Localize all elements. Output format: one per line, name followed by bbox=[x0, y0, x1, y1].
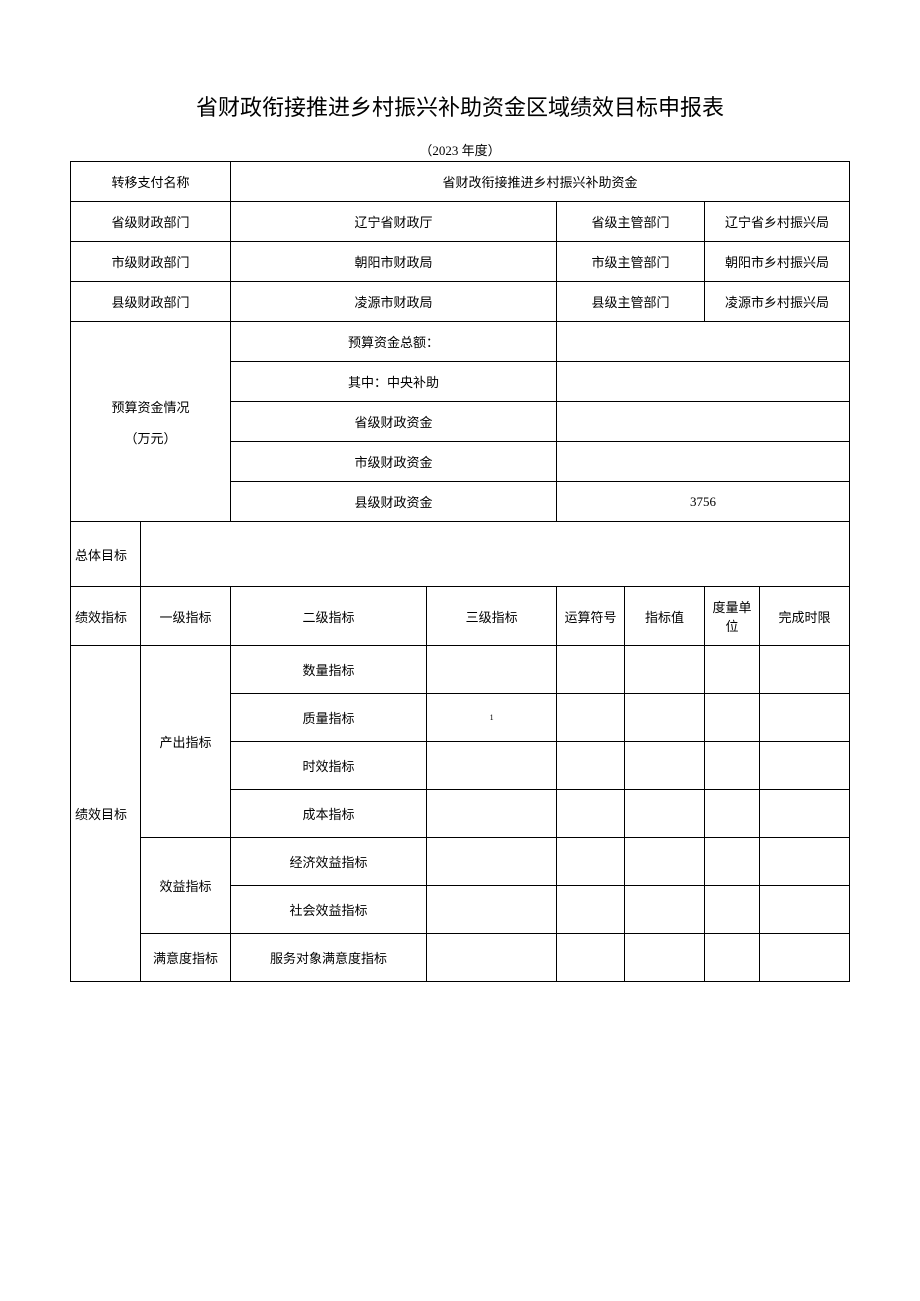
social-dl bbox=[760, 886, 850, 934]
output-group-label: 产出指标 bbox=[141, 646, 231, 838]
city-finance-label: 市级财政部门 bbox=[71, 242, 231, 282]
table-row: 绩效目标 产出指标 数量指标 bbox=[71, 646, 850, 694]
city-finance-value: 朝阳市财政局 bbox=[231, 242, 557, 282]
social-tv bbox=[625, 886, 705, 934]
indicator-header-row: 绩效指标 一级指标 二级指标 三级指标 运算符号 指标值 度量单位 完成时限 bbox=[71, 587, 850, 646]
timeliness-unit bbox=[705, 742, 760, 790]
timeliness-op bbox=[557, 742, 625, 790]
col-target: 指标值 bbox=[625, 587, 705, 646]
county-dept-value: 凌源市乡村振兴局 bbox=[705, 282, 850, 322]
quality-tv bbox=[625, 694, 705, 742]
social-l3 bbox=[427, 886, 557, 934]
quality-l3: 1 bbox=[427, 694, 557, 742]
county-dept-label: 县级主管部门 bbox=[557, 282, 705, 322]
dept-row-province: 省级财政部门 辽宁省财政厅 省级主管部门 辽宁省乡村振兴局 bbox=[71, 202, 850, 242]
overall-goal-row: 总体目标 bbox=[71, 522, 850, 587]
timeliness-label: 时效指标 bbox=[231, 742, 427, 790]
cost-dl bbox=[760, 790, 850, 838]
prov-finance-value: 辽宁省财政厅 bbox=[231, 202, 557, 242]
budget-county-value: 3756 bbox=[557, 482, 850, 522]
overall-goal-value bbox=[141, 522, 850, 587]
quality-dl bbox=[760, 694, 850, 742]
cost-unit bbox=[705, 790, 760, 838]
county-finance-value: 凌源市财政局 bbox=[231, 282, 557, 322]
budget-prov-value bbox=[557, 402, 850, 442]
budget-section-label-l1: 预算资金情况 bbox=[77, 397, 224, 416]
quality-label: 质量指标 bbox=[231, 694, 427, 742]
perf-indicator-label: 绩效指标 bbox=[71, 587, 141, 646]
benefit-group-label: 效益指标 bbox=[141, 838, 231, 934]
county-finance-label: 县级财政部门 bbox=[71, 282, 231, 322]
econ-label: 经济效益指标 bbox=[231, 838, 427, 886]
cost-label: 成本指标 bbox=[231, 790, 427, 838]
satisf-unit bbox=[705, 934, 760, 982]
budget-central-value bbox=[557, 362, 850, 402]
budget-prov-label: 省级财政资金 bbox=[231, 402, 557, 442]
quality-unit bbox=[705, 694, 760, 742]
social-unit bbox=[705, 886, 760, 934]
budget-row-total: 预算资金情况 （万元） 预算资金总额： bbox=[71, 322, 850, 362]
cost-op bbox=[557, 790, 625, 838]
transfer-name-row: 转移支付名称 省财改衔接推进乡村振兴补助资金 bbox=[71, 162, 850, 202]
dept-row-city: 市级财政部门 朝阳市财政局 市级主管部门 朝阳市乡村振兴局 bbox=[71, 242, 850, 282]
declaration-table: 转移支付名称 省财改衔接推进乡村振兴补助资金 省级财政部门 辽宁省财政厅 省级主… bbox=[70, 161, 850, 982]
dept-row-county: 县级财政部门 凌源市财政局 县级主管部门 凌源市乡村振兴局 bbox=[71, 282, 850, 322]
timeliness-dl bbox=[760, 742, 850, 790]
satisf-op bbox=[557, 934, 625, 982]
timeliness-l3 bbox=[427, 742, 557, 790]
page-title: 省财政衔接推进乡村振兴补助资金区域绩效目标申报表 bbox=[70, 90, 850, 122]
budget-city-value bbox=[557, 442, 850, 482]
budget-county-label: 县级财政资金 bbox=[231, 482, 557, 522]
prov-dept-label: 省级主管部门 bbox=[557, 202, 705, 242]
quantity-l3 bbox=[427, 646, 557, 694]
satisf-dl bbox=[760, 934, 850, 982]
col-level1: 一级指标 bbox=[141, 587, 231, 646]
city-dept-label: 市级主管部门 bbox=[557, 242, 705, 282]
table-row: 满意度指标 服务对象满意度指标 bbox=[71, 934, 850, 982]
timeliness-tv bbox=[625, 742, 705, 790]
cost-l3 bbox=[427, 790, 557, 838]
col-level2: 二级指标 bbox=[231, 587, 427, 646]
year-label: （2023 年度） bbox=[70, 140, 850, 159]
econ-op bbox=[557, 838, 625, 886]
satisf-tv bbox=[625, 934, 705, 982]
prov-finance-label: 省级财政部门 bbox=[71, 202, 231, 242]
quantity-op bbox=[557, 646, 625, 694]
budget-city-label: 市级财政资金 bbox=[231, 442, 557, 482]
econ-dl bbox=[760, 838, 850, 886]
quantity-unit bbox=[705, 646, 760, 694]
prov-dept-value: 辽宁省乡村振兴局 bbox=[705, 202, 850, 242]
budget-total-value bbox=[557, 322, 850, 362]
quality-op bbox=[557, 694, 625, 742]
quantity-dl bbox=[760, 646, 850, 694]
social-label: 社会效益指标 bbox=[231, 886, 427, 934]
social-op bbox=[557, 886, 625, 934]
budget-central-label: 其中：中央补助 bbox=[231, 362, 557, 402]
budget-total-label: 预算资金总额： bbox=[231, 322, 557, 362]
overall-goal-label: 总体目标 bbox=[71, 522, 141, 587]
econ-unit bbox=[705, 838, 760, 886]
satisf-l3 bbox=[427, 934, 557, 982]
quantity-label: 数量指标 bbox=[231, 646, 427, 694]
col-deadline: 完成时限 bbox=[760, 587, 850, 646]
satisf-label: 服务对象满意度指标 bbox=[231, 934, 427, 982]
table-row: 效益指标 经济效益指标 bbox=[71, 838, 850, 886]
quantity-tv bbox=[625, 646, 705, 694]
perf-goal-label: 绩效目标 bbox=[71, 646, 141, 982]
col-unit: 度量单位 bbox=[705, 587, 760, 646]
cost-tv bbox=[625, 790, 705, 838]
econ-tv bbox=[625, 838, 705, 886]
budget-section-label-l2: （万元） bbox=[77, 428, 224, 447]
col-operator: 运算符号 bbox=[557, 587, 625, 646]
city-dept-value: 朝阳市乡村振兴局 bbox=[705, 242, 850, 282]
budget-section-label: 预算资金情况 （万元） bbox=[71, 322, 231, 522]
col-level3: 三级指标 bbox=[427, 587, 557, 646]
transfer-name-value: 省财改衔接推进乡村振兴补助资金 bbox=[231, 162, 850, 202]
econ-l3 bbox=[427, 838, 557, 886]
transfer-name-label: 转移支付名称 bbox=[71, 162, 231, 202]
satisfaction-group-label: 满意度指标 bbox=[141, 934, 231, 982]
